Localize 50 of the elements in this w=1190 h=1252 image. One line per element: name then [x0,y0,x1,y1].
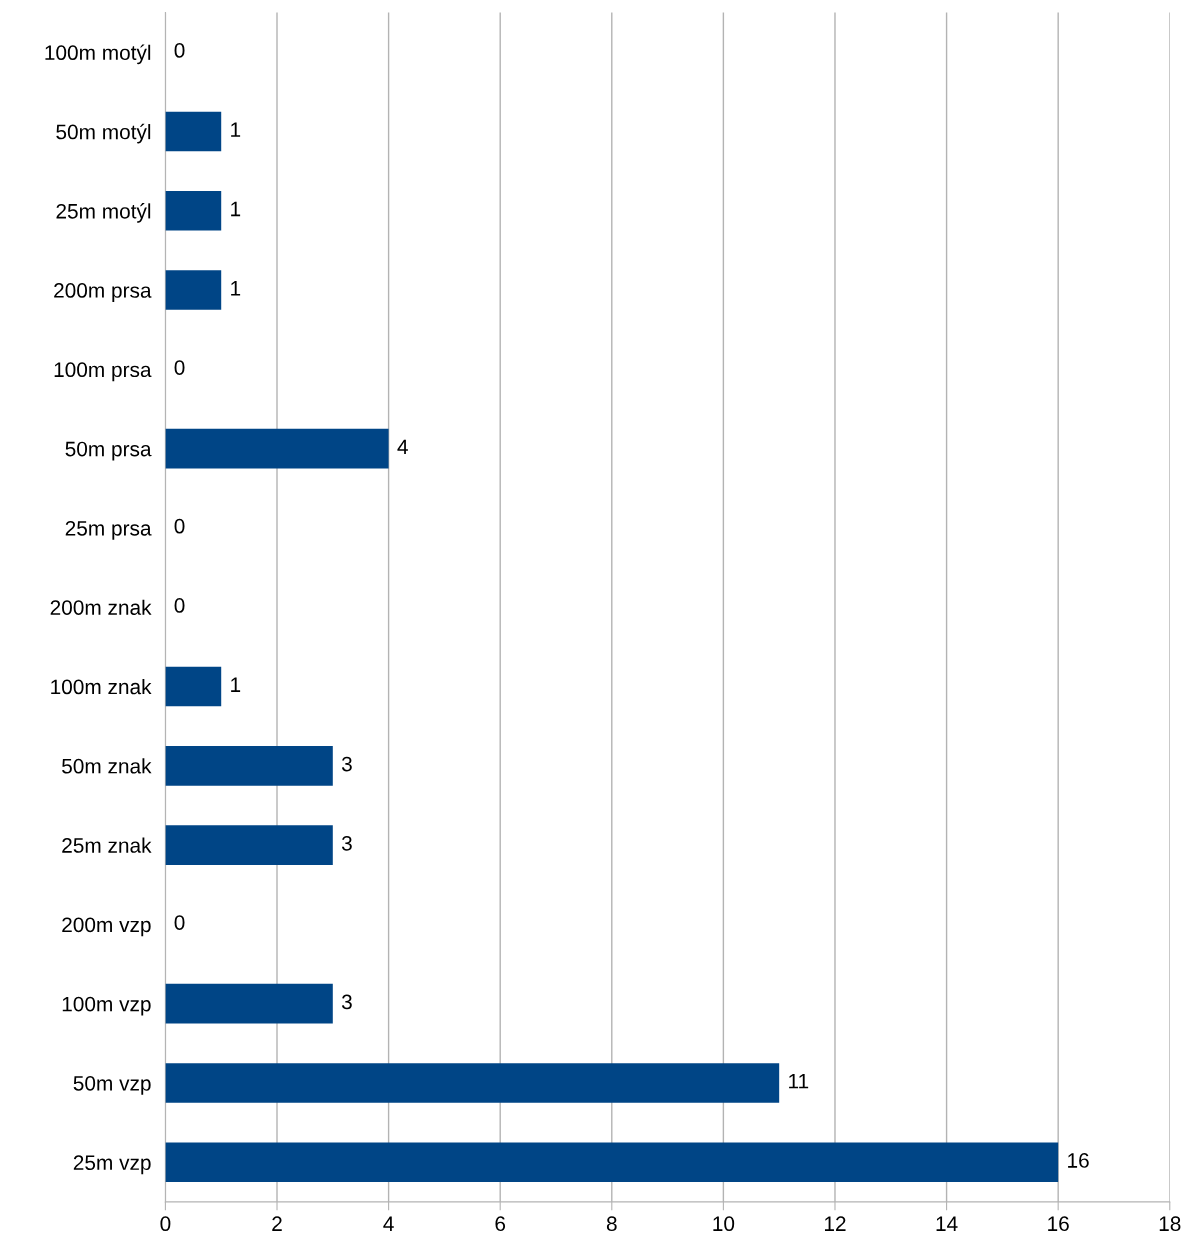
x-tick-label: 18 [1159,1216,1181,1232]
data-label: 3 [341,835,352,851]
y-tick-label: 25m motýl [56,203,151,223]
data-label: 0 [174,43,185,58]
data-label: 1 [231,122,241,137]
bar [165,111,222,152]
x-tick-label: 4 [383,1216,394,1231]
y-tick-label: 25m vzp [73,1155,151,1175]
y-tick-label: 100m vzp [62,996,151,1016]
bar [165,666,222,707]
data-label: 1 [231,201,241,217]
y-tick-label: 100m prsa [54,362,152,382]
y-tick-label: 200m vzp [62,917,151,937]
data-label: 1 [231,281,241,296]
bar [165,983,333,1024]
x-tick-label: 6 [495,1216,506,1232]
bar [165,190,222,231]
y-tick-label: 200m znak [50,599,152,615]
y-tick-label: 50m motýl [56,123,151,144]
data-label: 3 [341,756,352,772]
bar [165,1142,1059,1183]
data-label: 4 [397,439,408,455]
y-tick-label: 100m motýl [45,44,151,65]
y-tick-label: 25m znak [62,837,152,853]
x-tick-label: 10 [713,1216,735,1232]
data-label: 0 [174,915,185,930]
bar [165,1063,780,1103]
bar [165,428,389,469]
data-label: 3 [341,994,352,1010]
data-label: 11 [789,1074,809,1089]
bar [165,745,333,786]
bar [165,270,222,310]
y-tick-label: 25m prsa [65,520,152,540]
data-label: 1 [231,677,241,692]
y-tick-label: 50m prsa [65,441,152,461]
data-label: 0 [174,598,185,613]
y-tick-label: 50m znak [62,758,152,774]
data-label: 0 [174,360,185,375]
data-label: 16 [1068,1153,1089,1168]
x-tick-label: 14 [936,1216,958,1231]
x-tick-label: 8 [606,1216,617,1232]
x-tick-label: 0 [160,1216,171,1232]
x-tick-label: 2 [272,1216,282,1231]
data-label: 0 [174,518,185,534]
y-tick-label: 50m vzp [73,1075,151,1095]
bar [165,825,333,865]
x-tick-label: 16 [1048,1216,1069,1232]
x-tick-label: 12 [824,1216,846,1231]
y-tick-label: 200m prsa [54,283,152,302]
y-tick-label: 100m znak [51,678,152,695]
